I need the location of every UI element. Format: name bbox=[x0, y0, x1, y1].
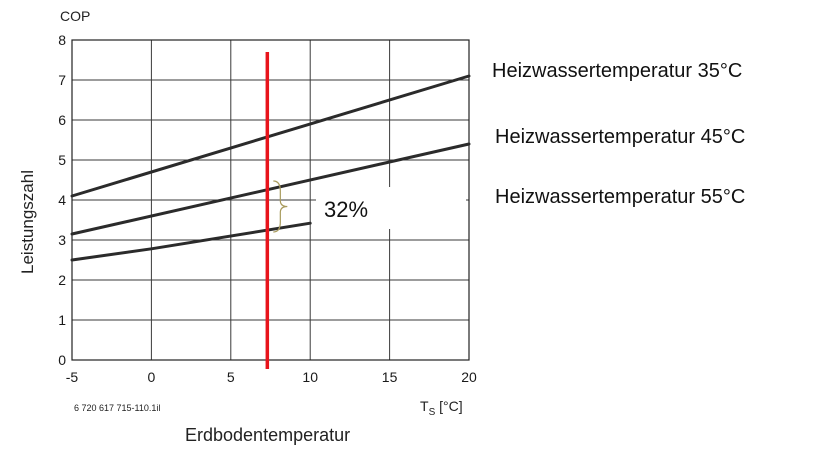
y-tick-label-2: 2 bbox=[58, 272, 66, 288]
plot-frame bbox=[71, 39, 470, 361]
x-tick-label-1: 0 bbox=[148, 369, 156, 385]
y-axis-label: Leistungszahl bbox=[18, 170, 37, 274]
x-tick-label-5: 20 bbox=[461, 369, 477, 385]
brace-icon bbox=[273, 180, 288, 233]
x-tick-label-3: 10 bbox=[302, 369, 318, 385]
y-tick-label-5: 5 bbox=[58, 152, 66, 168]
series-group bbox=[70, 74, 471, 262]
annotation-label: 32% bbox=[324, 197, 369, 222]
x-axis-label: Erdbodentemperatur bbox=[185, 425, 351, 445]
y-tick-label-4: 4 bbox=[58, 192, 66, 208]
x-axis-unit: TS [°C] bbox=[420, 398, 463, 418]
x-tick-label-4: 15 bbox=[382, 369, 398, 385]
annotation-mask bbox=[386, 187, 466, 229]
legend-series-45: Heizwassertemperatur 45°C bbox=[495, 126, 746, 148]
x-unit-sub: S bbox=[428, 406, 436, 418]
series-line-2 bbox=[70, 221, 312, 262]
y-axis-top-label: COP bbox=[60, 8, 91, 24]
series-line-1 bbox=[70, 142, 471, 236]
x-tick-label-0: -5 bbox=[66, 369, 79, 385]
x-unit-tail: [°C] bbox=[435, 398, 463, 414]
series-line-0 bbox=[70, 74, 471, 198]
marker-group bbox=[265, 52, 288, 369]
y-tick-label-8: 8 bbox=[58, 32, 66, 48]
y-tick-label-7: 7 bbox=[58, 72, 66, 88]
legend-series-55: Heizwassertemperatur 55°C bbox=[495, 186, 746, 208]
annotation-box bbox=[316, 187, 386, 229]
x-tick-label-2: 5 bbox=[227, 369, 235, 385]
y-tick-label-0: 0 bbox=[58, 352, 66, 368]
legend-series-35: Heizwassertemperatur 35°C bbox=[492, 60, 743, 82]
y-tick-label-3: 3 bbox=[58, 232, 66, 248]
y-tick-label-1: 1 bbox=[58, 312, 66, 328]
x-unit-main: T bbox=[420, 398, 429, 414]
y-tick-label-6: 6 bbox=[58, 112, 66, 128]
figure-code: 6 720 617 715-110.1il bbox=[74, 403, 161, 413]
